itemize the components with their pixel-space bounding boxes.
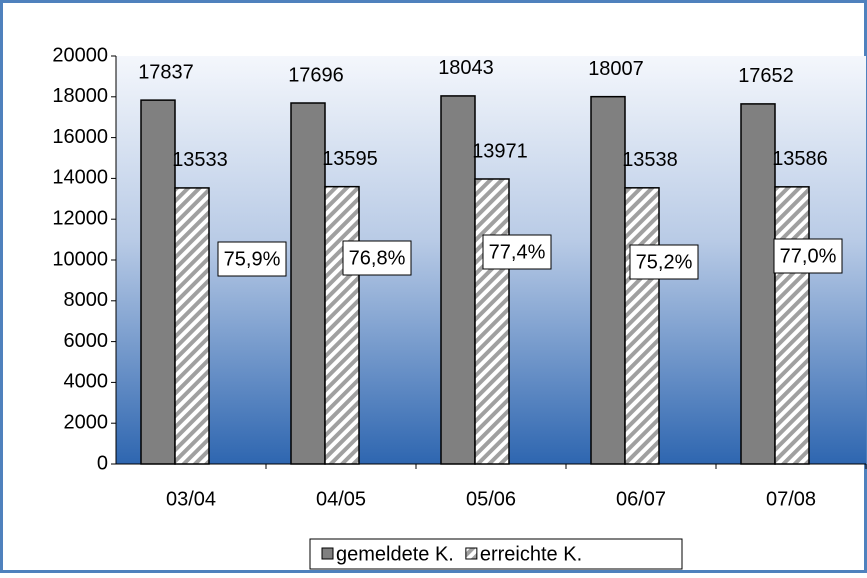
bar — [774, 186, 810, 465]
value-label: 18007 — [588, 58, 644, 80]
y-tick-label: 10000 — [52, 248, 108, 270]
value-label: 13595 — [322, 148, 378, 170]
x-tick-label: 03/04 — [166, 488, 216, 510]
bar — [324, 185, 360, 465]
annotation: 77,0% — [780, 245, 837, 267]
y-tick-label: 18000 — [52, 85, 108, 107]
value-label: 17652 — [738, 65, 794, 87]
x-tick-label: 07/08 — [766, 488, 816, 510]
bar — [590, 95, 626, 465]
annotation: 75,9% — [224, 248, 281, 270]
y-tick-label: 0 — [97, 452, 108, 474]
y-tick-label: 14000 — [52, 167, 108, 189]
value-label: 13533 — [172, 149, 228, 171]
y-tick-label: 20000 — [52, 44, 108, 66]
annotation: 77,4% — [489, 241, 546, 263]
annotation: 76,8% — [349, 247, 406, 269]
y-tick-label: 4000 — [64, 371, 109, 393]
bar — [174, 187, 210, 465]
x-tick-label: 06/07 — [616, 488, 666, 510]
y-tick-label: 2000 — [64, 411, 109, 433]
bar — [624, 187, 660, 465]
y-tick-label: 12000 — [52, 207, 108, 229]
value-label: 13971 — [472, 140, 528, 162]
bar — [740, 103, 776, 465]
legend-swatch — [321, 547, 334, 560]
legend-label: gemeldete K. — [336, 543, 454, 565]
value-label: 17837 — [138, 61, 194, 83]
value-label: 13538 — [622, 149, 678, 171]
annotation-box — [342, 240, 412, 276]
x-tick-label: 04/05 — [316, 488, 366, 510]
y-tick-label: 8000 — [64, 289, 109, 311]
bar — [440, 95, 476, 465]
bar — [140, 99, 176, 465]
annotation-box — [629, 244, 699, 280]
annotation: 75,2% — [636, 251, 693, 273]
bar — [474, 178, 510, 465]
annotation-box — [217, 241, 287, 277]
y-tick-label: 6000 — [64, 330, 109, 352]
bar — [290, 102, 326, 465]
legend-box — [309, 538, 683, 570]
x-tick-label: 05/06 — [466, 488, 516, 510]
annotation-box — [482, 234, 552, 270]
value-label: 13586 — [772, 148, 828, 170]
annotation-box — [773, 238, 843, 274]
legend-label: erreichte K. — [480, 543, 582, 565]
y-tick-label: 16000 — [52, 126, 108, 148]
value-label: 17696 — [288, 64, 344, 86]
value-label: 18043 — [438, 57, 494, 79]
legend-swatch — [465, 547, 478, 560]
